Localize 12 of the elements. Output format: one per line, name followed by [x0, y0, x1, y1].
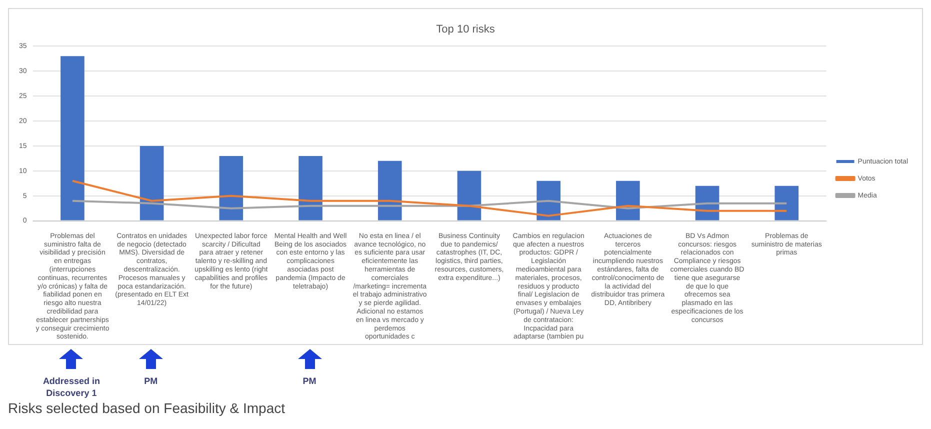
text: Risks selected based on Feasibility & Impact	[8, 400, 286, 416]
text: PM	[143, 375, 159, 387]
bar	[219, 156, 244, 220]
bar	[457, 170, 482, 220]
bar	[378, 160, 402, 220]
bar	[60, 56, 84, 220]
text: Addressed in Discovery 1	[42, 375, 101, 399]
bar	[774, 186, 799, 220]
chart-title: Top 10 risks	[436, 24, 496, 36]
bar	[140, 146, 164, 220]
bar	[298, 156, 322, 220]
text: PM	[302, 375, 318, 387]
